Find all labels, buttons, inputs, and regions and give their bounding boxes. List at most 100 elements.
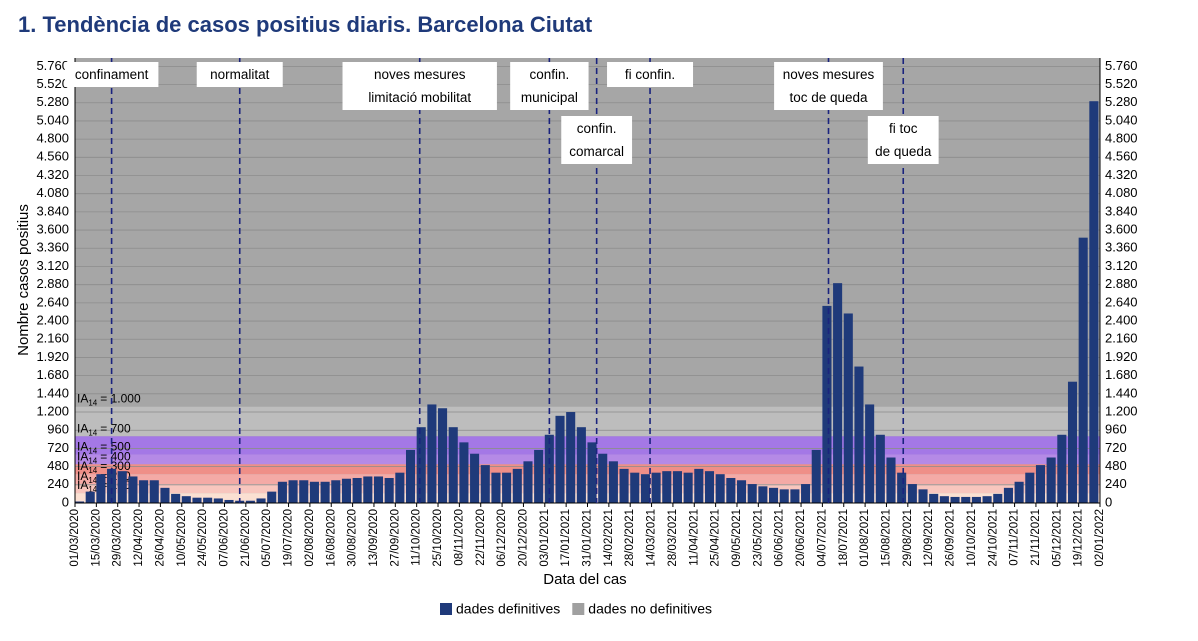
bar [448, 427, 458, 503]
y-tick-label: 3.360 [36, 240, 69, 255]
x-tick-label: 05/07/2020 [261, 509, 273, 567]
x-tick-label: 01/08/2021 [859, 509, 871, 567]
bar [438, 408, 448, 503]
event-box [867, 116, 939, 164]
event-box [561, 116, 633, 164]
x-tick-label: 12/09/2021 [923, 509, 935, 567]
y-axis-label: Nombre casos positius [15, 204, 32, 356]
bar [811, 449, 821, 503]
x-tick-label: 15/03/2020 [90, 509, 102, 567]
bar [651, 472, 661, 503]
bar [587, 442, 597, 503]
x-tick-label: 08/11/2020 [453, 509, 465, 566]
y2-tick-label: 480 [1105, 458, 1127, 473]
band-label-name: IA [77, 392, 88, 406]
y-tick-label: 2.640 [36, 294, 69, 309]
y2-tick-label: 4.080 [1105, 185, 1138, 200]
band-label-name: IA [77, 421, 88, 435]
event-box [64, 62, 159, 87]
x-axis-label: Data del cas [543, 571, 626, 588]
bar [865, 404, 875, 503]
x-tick-label: 07/11/2021 [1009, 509, 1021, 566]
x-tick-label: 19/07/2020 [283, 509, 295, 567]
band-label-name: IA [77, 440, 88, 454]
bar [1089, 101, 1099, 503]
bar [117, 471, 127, 503]
bar [1035, 465, 1046, 503]
y-tick-label: 0 [62, 494, 69, 509]
band-label-text: = 400 [100, 450, 131, 464]
event-box [342, 62, 497, 110]
bar [277, 481, 287, 503]
y2-tick-label: 2.160 [1105, 331, 1138, 346]
band-label-name: IA [77, 469, 88, 483]
bar [480, 465, 490, 503]
x-tick-label: 10/10/2021 [966, 509, 978, 567]
bar [85, 491, 95, 503]
bar [384, 477, 394, 503]
x-tick-label: 26/04/2020 [154, 509, 166, 567]
bar [341, 478, 352, 503]
x-tick-label: 29/08/2021 [902, 509, 914, 567]
y-tick-label: 3.600 [36, 222, 69, 237]
bar [747, 484, 757, 503]
bar [107, 468, 117, 503]
bar [961, 496, 971, 503]
x-tick-label: 05/12/2021 [1051, 509, 1063, 567]
bar [694, 468, 704, 503]
x-tick-label: 31/01/2021 [582, 509, 594, 567]
bar [854, 366, 864, 503]
bar [662, 471, 672, 503]
x-tick-label: 13/09/2020 [368, 509, 380, 567]
y-tick-label: 3.120 [36, 258, 69, 273]
y2-tick-label: 720 [1105, 440, 1127, 455]
y2-tick-label: 2.880 [1105, 276, 1138, 291]
bar [704, 471, 715, 503]
bar [288, 480, 298, 503]
legend-swatch [572, 603, 585, 615]
x-tick-label: 25/04/2021 [710, 509, 722, 567]
y2-tick-label: 5.760 [1105, 58, 1138, 73]
y-tick-label: 1.440 [36, 385, 69, 400]
bar [576, 427, 586, 503]
band-label-sub: 14 [88, 476, 97, 485]
band-label-sub: 14 [88, 447, 97, 456]
y-tick-label: 2.160 [36, 331, 69, 346]
y-tick-label: 4.080 [36, 185, 69, 200]
bar [1014, 481, 1024, 503]
x-tick-label: 21/06/2020 [240, 509, 252, 567]
bar [790, 489, 800, 503]
x-tick-label: 20/06/2021 [795, 509, 807, 567]
x-tick-label: 11/04/2021 [688, 509, 700, 566]
bar [1003, 487, 1013, 503]
bar [875, 434, 885, 503]
bar [939, 496, 949, 503]
x-tick-label: 11/10/2020 [411, 509, 423, 566]
band-label-name: IA [77, 478, 88, 492]
x-tick-label: 21/11/2021 [1030, 509, 1042, 566]
bar [907, 484, 917, 503]
y2-tick-label: 1.440 [1105, 385, 1138, 400]
y2-tick-label: 3.120 [1105, 258, 1138, 273]
bar [459, 442, 469, 503]
bar [736, 480, 747, 503]
y2-tick-label: 2.640 [1105, 294, 1138, 309]
y2-tick-label: 4.320 [1105, 167, 1138, 182]
y2-tick-label: 5.520 [1105, 76, 1138, 91]
bar [993, 493, 1003, 503]
y-tick-label: 4.800 [36, 131, 69, 146]
bar [523, 461, 533, 503]
event-box [774, 62, 883, 110]
bar [470, 453, 480, 503]
x-tick-label: 18/07/2021 [838, 509, 850, 567]
bar [640, 474, 650, 503]
bar [245, 500, 255, 503]
x-tick-label: 20/12/2020 [517, 509, 529, 567]
bar [224, 499, 234, 503]
y-tick-label: 5.760 [36, 58, 69, 73]
bar [427, 404, 437, 503]
threshold-band [75, 406, 1100, 437]
event-label: normalitat [210, 67, 270, 82]
bar [1025, 472, 1035, 503]
bar [320, 481, 330, 503]
